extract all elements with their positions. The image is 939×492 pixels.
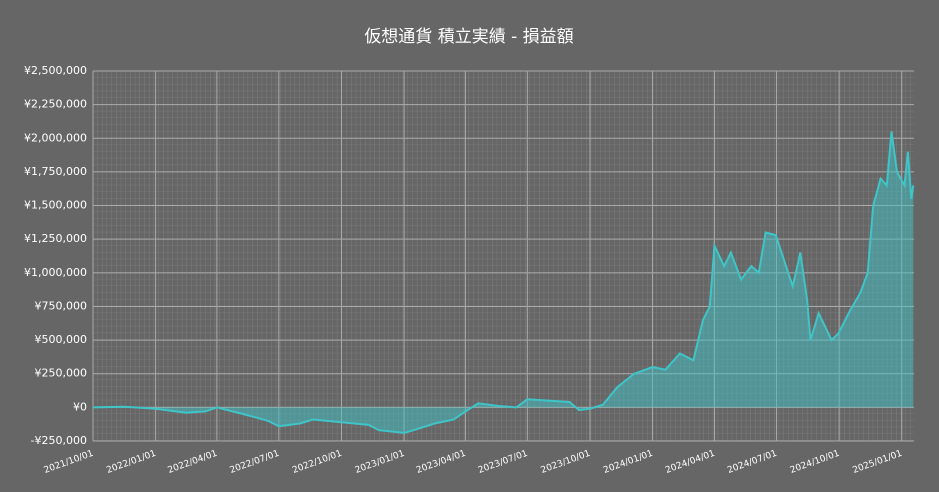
y-tick-label: ¥1,000,000 (24, 266, 87, 279)
y-tick-label: ¥1,750,000 (24, 165, 87, 178)
y-tick-label: ¥250,000 (35, 367, 88, 380)
y-tick-label: ¥0 (73, 400, 87, 413)
y-tick-label: ¥1,250,000 (24, 232, 87, 245)
y-tick-label: ¥2,500,000 (24, 64, 87, 77)
area (93, 131, 914, 433)
y-tick-label: ¥2,000,000 (24, 131, 87, 144)
chart-title: 仮想通貨 積立実績 - 損益額 (364, 27, 573, 47)
y-tick-label: ¥1,500,000 (24, 199, 87, 212)
y-tick-label: ¥500,000 (35, 333, 88, 346)
y-tick-label: ¥750,000 (35, 299, 88, 312)
line (92, 131, 915, 434)
y-tick-label: -¥250,000 (31, 434, 87, 447)
y-tick-label: ¥2,250,000 (24, 98, 87, 111)
